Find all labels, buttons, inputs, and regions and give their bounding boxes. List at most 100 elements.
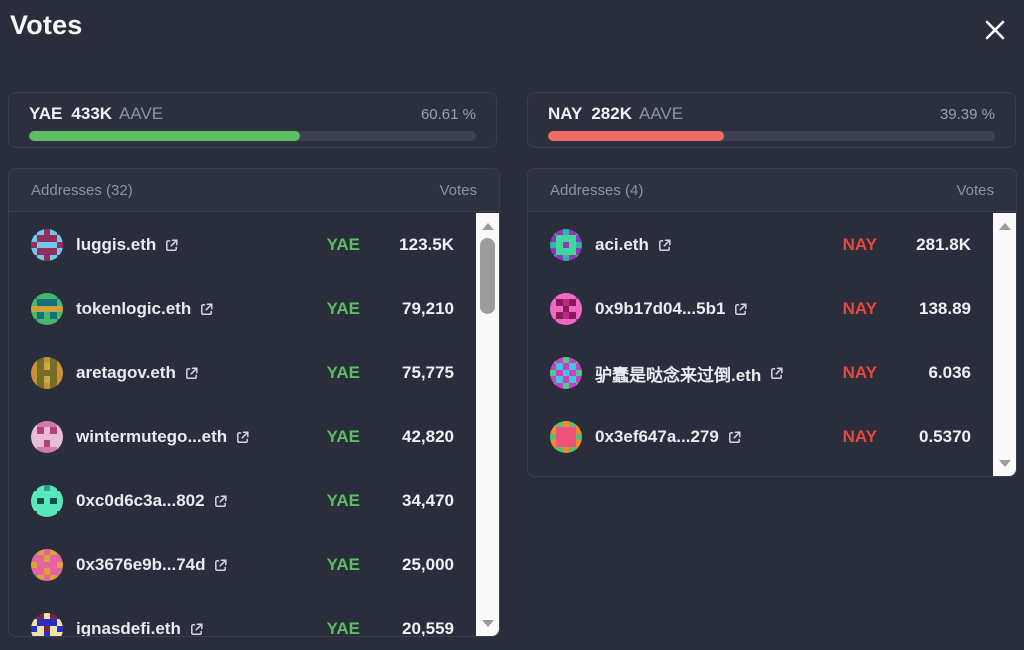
avatar — [31, 485, 63, 517]
nay-label: NAY — [548, 104, 583, 123]
yae-progress-fill — [29, 131, 300, 141]
table-row: aretagov.eth YAE 75,775 — [9, 341, 476, 405]
avatar — [31, 357, 63, 389]
external-link-icon[interactable] — [727, 430, 742, 445]
address-name: wintermutego...eth — [76, 427, 228, 446]
nay-addresses-panel: Addresses (4) Votes aci.eth NAY 281.8K 0… — [527, 168, 1017, 477]
table-row: aci.eth NAY 281.8K — [528, 213, 993, 277]
vote-amount: 281.8K — [916, 235, 971, 254]
nay-progress-track — [548, 131, 995, 141]
external-link-icon[interactable] — [769, 366, 784, 381]
close-icon — [982, 17, 1008, 46]
yae-scrollbar-thumb[interactable] — [480, 238, 495, 314]
external-link-icon[interactable] — [213, 558, 228, 573]
avatar — [31, 421, 63, 453]
yae-panel-header: Addresses (32) Votes — [9, 169, 499, 212]
nay-token: AAVE — [638, 104, 684, 123]
avatar — [550, 357, 582, 389]
nay-addresses-header: Addresses (4) — [550, 181, 644, 199]
external-link-icon[interactable] — [657, 238, 672, 253]
yae-summary-card: YAE 433K AAVE 60.61 % — [8, 92, 497, 148]
scroll-up-icon[interactable] — [993, 218, 1016, 234]
scroll-down-icon[interactable] — [993, 455, 1016, 471]
address-name: aretagov.eth — [76, 363, 176, 382]
page-title: Votes — [10, 10, 83, 40]
avatar — [550, 293, 582, 325]
scroll-down-icon[interactable] — [476, 615, 499, 631]
vote-amount: 123.5K — [399, 235, 454, 254]
nay-votes-header: Votes — [956, 181, 994, 199]
vote-amount: 42,820 — [402, 427, 454, 446]
table-row: wintermutego...eth YAE 42,820 — [9, 405, 476, 469]
vote-amount: 34,470 — [402, 491, 454, 510]
yae-amount: 433K — [71, 104, 113, 123]
external-link-icon[interactable] — [199, 302, 214, 317]
address-name: 驴蠢是哒念来过倒.eth — [595, 365, 762, 385]
yae-addresses-panel: Addresses (32) Votes luggis.eth YAE 123.… — [8, 168, 500, 637]
external-link-icon[interactable] — [189, 622, 204, 637]
table-row: tokenlogic.eth YAE 79,210 — [9, 277, 476, 341]
vote-support-label: NAY — [842, 299, 877, 318]
avatar — [550, 421, 582, 453]
vote-amount: 6.036 — [928, 363, 971, 382]
address-name: luggis.eth — [76, 235, 157, 254]
vote-amount: 0.5370 — [919, 427, 971, 446]
nay-amount: 282K — [591, 104, 632, 123]
avatar — [31, 229, 63, 261]
yae-votes-header: Votes — [439, 181, 477, 199]
address-name: aci.eth — [595, 235, 649, 254]
yae-percent: 60.61 % — [420, 106, 476, 123]
vote-amount: 138.89 — [919, 299, 971, 318]
yae-token: AAVE — [119, 104, 164, 123]
close-button[interactable] — [978, 14, 1012, 48]
table-row: luggis.eth YAE 123.5K — [9, 213, 476, 277]
nay-summary-card: NAY 282K AAVE 39.39 % — [527, 92, 1016, 148]
avatar — [31, 293, 63, 325]
nay-progress-fill — [548, 131, 725, 141]
avatar — [31, 613, 63, 636]
vote-amount: 75,775 — [402, 363, 454, 382]
vote-amount: 79,210 — [402, 299, 454, 318]
avatar — [550, 229, 582, 261]
yae-progress-track — [29, 131, 476, 141]
external-link-icon[interactable] — [213, 494, 228, 509]
table-row: 0x3ef647a...279 NAY 0.5370 — [528, 405, 993, 469]
vote-support-label: NAY — [842, 235, 877, 254]
avatar — [31, 549, 63, 581]
yae-scrollbar[interactable] — [476, 213, 499, 636]
vote-support-label: NAY — [842, 427, 877, 446]
address-name: 0x3676e9b...74d — [76, 555, 206, 574]
vote-amount: 20,559 — [402, 619, 454, 636]
nay-scrollbar[interactable] — [993, 213, 1016, 476]
external-link-icon[interactable] — [733, 302, 748, 317]
nay-percent: 39.39 % — [939, 106, 995, 123]
external-link-icon[interactable] — [164, 238, 179, 253]
nay-rows-list: aci.eth NAY 281.8K 0x9b17d04...5b1 NAY 1… — [528, 213, 993, 476]
address-name: ignasdefi.eth — [76, 619, 181, 636]
yae-rows-list: luggis.eth YAE 123.5K tokenlogic.eth YAE… — [9, 213, 476, 636]
yae-addresses-header: Addresses (32) — [31, 181, 133, 199]
scroll-up-icon[interactable] — [476, 218, 499, 234]
address-name: 0x3ef647a...279 — [595, 427, 719, 446]
table-row: 0x3676e9b...74d YAE 25,000 — [9, 533, 476, 597]
address-name: 0xc0d6c3a...802 — [76, 491, 205, 510]
vote-support-label: YAE — [326, 619, 360, 636]
vote-support-label: YAE — [326, 491, 360, 510]
vote-support-label: YAE — [326, 235, 360, 254]
vote-support-label: YAE — [326, 299, 360, 318]
address-name: tokenlogic.eth — [76, 299, 192, 318]
table-row: ignasdefi.eth YAE 20,559 — [9, 597, 476, 636]
vote-support-label: YAE — [326, 427, 360, 446]
external-link-icon[interactable] — [184, 366, 199, 381]
nay-panel-header: Addresses (4) Votes — [528, 169, 1016, 212]
vote-support-label: YAE — [326, 555, 360, 574]
vote-amount: 25,000 — [402, 555, 454, 574]
address-name: 0x9b17d04...5b1 — [595, 299, 726, 318]
table-row: 0x9b17d04...5b1 NAY 138.89 — [528, 277, 993, 341]
yae-label: YAE — [29, 104, 63, 123]
vote-support-label: YAE — [326, 363, 360, 382]
external-link-icon[interactable] — [235, 430, 250, 445]
table-row: 驴蠢是哒念来过倒.eth NAY 6.036 — [528, 341, 993, 405]
vote-support-label: NAY — [842, 363, 877, 382]
